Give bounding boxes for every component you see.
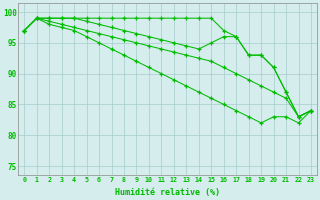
X-axis label: Humidité relative (%): Humidité relative (%) [115, 188, 220, 197]
